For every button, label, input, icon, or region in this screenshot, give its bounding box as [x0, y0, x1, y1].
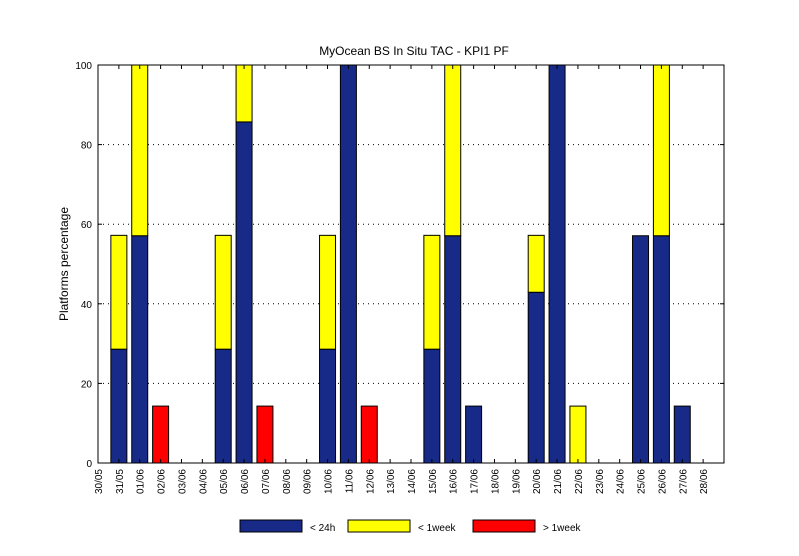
x-tick-label: 24/06: [616, 469, 627, 494]
bar-segment: [256, 405, 274, 464]
legend-swatch: [347, 519, 411, 533]
bar-segment: [652, 64, 670, 237]
bar-segment: [110, 348, 128, 464]
bar-segment: [465, 405, 483, 464]
y-tick-label: 20: [81, 379, 93, 390]
bar-segment: [339, 64, 357, 464]
x-tick-label: 08/06: [282, 469, 293, 494]
bar-segment: [652, 235, 670, 464]
bar-segment: [423, 234, 441, 350]
legend-label: < 24h: [310, 523, 335, 534]
x-tick-label: 23/06: [595, 469, 606, 494]
x-tick-label: 12/06: [365, 469, 376, 494]
legend-swatch: [472, 519, 536, 533]
bar-segment: [673, 405, 691, 464]
bar-segment: [423, 348, 441, 464]
x-tick-label: 04/06: [198, 469, 209, 494]
bar-segment: [235, 64, 253, 123]
y-axis-label: Platforms percentage: [57, 207, 71, 321]
x-tick-label: 19/06: [511, 469, 522, 494]
bar-segment: [110, 234, 128, 350]
bar-segment: [548, 64, 566, 464]
x-tick-label: 31/05: [115, 469, 126, 494]
bar-segment: [214, 234, 232, 350]
plot-frame: [97, 64, 725, 464]
legend: < 24h < 1week > 1week: [239, 519, 582, 534]
bar-segment: [131, 235, 149, 464]
x-tick-label: 28/06: [699, 469, 710, 494]
x-tick-label: 06/06: [240, 469, 251, 494]
bar-segment: [360, 405, 378, 464]
bars: [110, 64, 691, 464]
y-tick-label: 40: [81, 300, 93, 311]
bar-segment: [152, 405, 170, 464]
x-tick-label: 16/06: [449, 469, 460, 494]
legend-label: < 1week: [418, 523, 457, 534]
x-tick-label: 13/06: [386, 469, 397, 494]
x-tick-label: 15/06: [428, 469, 439, 494]
bar-segment: [214, 348, 232, 464]
x-tick-label: 10/06: [324, 469, 335, 494]
x-tick-label: 17/06: [470, 469, 481, 494]
chart-title: MyOcean BS In Situ TAC - KPI1 PF: [319, 44, 509, 58]
bar-segment: [131, 64, 149, 237]
bar-segment: [444, 235, 462, 464]
bar-segment: [569, 405, 587, 464]
legend-swatch: [239, 519, 303, 533]
x-tick-label: 14/06: [407, 469, 418, 494]
bar-segment: [444, 64, 462, 237]
bar-segment: [235, 121, 253, 464]
y-tick-label: 60: [81, 220, 93, 231]
x-tick-label: 25/06: [637, 469, 648, 494]
bar-segment: [632, 235, 650, 464]
x-tick-label: 11/06: [344, 469, 355, 494]
bar-segment: [527, 291, 545, 464]
y-tick-label: 0: [86, 459, 92, 470]
x-tick-label: 01/06: [136, 469, 147, 494]
y-tick-label: 100: [75, 61, 92, 72]
x-tick-label: 07/06: [261, 469, 272, 494]
x-tick-label: 18/06: [490, 469, 501, 494]
legend-label: > 1week: [543, 523, 582, 534]
x-tick-label: 21/06: [553, 469, 564, 494]
bar-segment: [527, 234, 545, 293]
x-tick-label: 30/05: [94, 469, 105, 494]
x-tick-label: 26/06: [657, 469, 668, 494]
x-tick-label: 27/06: [678, 469, 689, 494]
x-tick-label: 02/06: [157, 469, 168, 494]
x-tick-label: 03/06: [177, 469, 188, 494]
axes: 0 20 40 60 80 100 30/05 31/05 01/06 02/06 03/06 04/…: [75, 61, 724, 494]
grid: [98, 144, 724, 384]
bar-segment: [319, 234, 337, 350]
bar-segment: [319, 348, 337, 464]
x-tick-label: 22/06: [574, 469, 585, 494]
x-tick-label: 09/06: [303, 469, 314, 494]
y-tick-label: 80: [81, 141, 93, 152]
x-tick-label: 20/06: [532, 469, 543, 494]
x-tick-label: 05/06: [219, 469, 230, 494]
